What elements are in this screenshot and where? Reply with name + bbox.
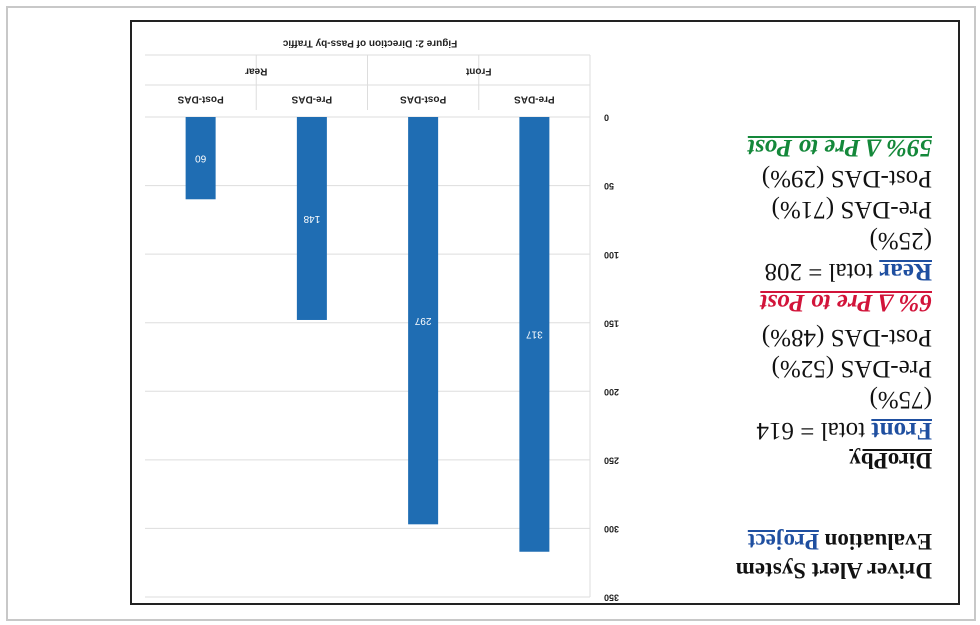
- x-tick-label: Pre-DAS: [514, 93, 555, 104]
- bar: [519, 117, 550, 552]
- value-label: 60: [195, 153, 207, 164]
- y-tick-label: 50: [604, 181, 614, 191]
- y-tick-label: 150: [604, 318, 619, 328]
- y-tick-label: 200: [604, 387, 619, 397]
- bar: [185, 117, 216, 200]
- group-label: Rear: [245, 65, 267, 76]
- x-tick-label: Post-DAS: [400, 93, 446, 104]
- y-tick-label: 300: [604, 524, 619, 534]
- chart-title: Figure 2: Direction of Pass-by Traffic: [282, 37, 457, 48]
- group-label: Front: [465, 65, 491, 76]
- value-label: 148: [303, 213, 320, 224]
- bar: [408, 117, 439, 525]
- y-tick-label: 0: [604, 113, 609, 123]
- x-tick-label: Pre-DAS: [291, 93, 332, 104]
- value-label: 317: [526, 329, 543, 340]
- y-tick-label: 250: [604, 455, 619, 465]
- bar: [296, 117, 327, 320]
- x-tick-label: Post-DAS: [177, 93, 223, 104]
- value-label: 297: [414, 315, 431, 326]
- y-tick-label: 100: [604, 250, 619, 260]
- y-tick-label: 350: [604, 593, 619, 603]
